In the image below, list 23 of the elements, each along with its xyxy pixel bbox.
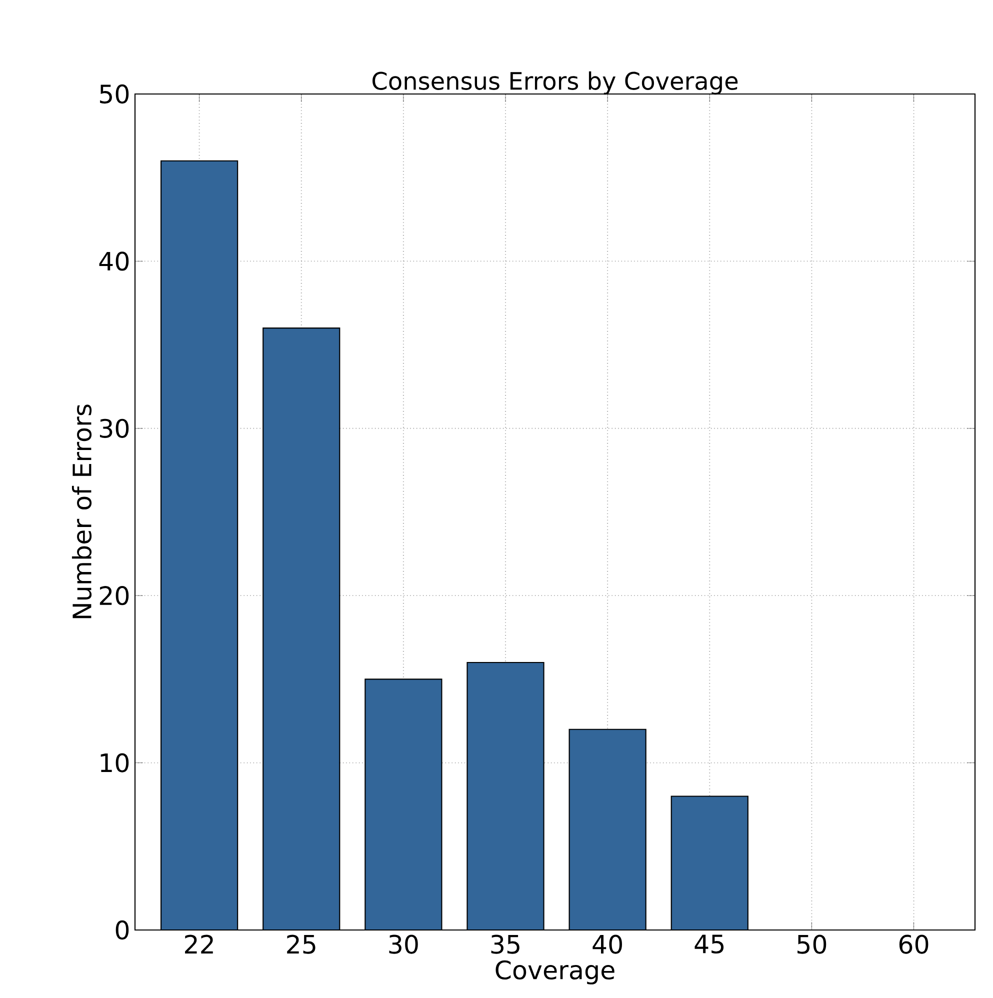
x-tick-label: 60 <box>899 934 928 954</box>
bar <box>263 328 340 930</box>
y-tick-label: 30 <box>100 418 129 438</box>
bar <box>671 796 748 930</box>
bar <box>161 160 238 930</box>
x-tick-label: 30 <box>389 934 418 954</box>
x-tick-label: 22 <box>185 934 213 954</box>
y-tick-label: 0 <box>116 920 129 940</box>
y-tick-label: 20 <box>100 586 129 606</box>
x-tick-label: 45 <box>694 934 724 954</box>
bar <box>569 729 646 930</box>
x-tick-label: 50 <box>798 934 826 954</box>
y-tick-label: 50 <box>100 84 129 104</box>
y-axis-title: Number of Errors <box>72 404 92 618</box>
x-axis-title: Coverage <box>496 960 614 984</box>
x-tick-label: 40 <box>592 934 622 954</box>
y-tick-label: 10 <box>100 753 129 772</box>
bar <box>365 679 442 930</box>
chart-title: Consensus Errors by Coverage <box>372 71 738 95</box>
bar <box>467 662 544 930</box>
x-tick-label: 25 <box>287 934 316 954</box>
x-tick-label: 35 <box>491 934 520 954</box>
y-tick-label: 40 <box>99 252 129 271</box>
